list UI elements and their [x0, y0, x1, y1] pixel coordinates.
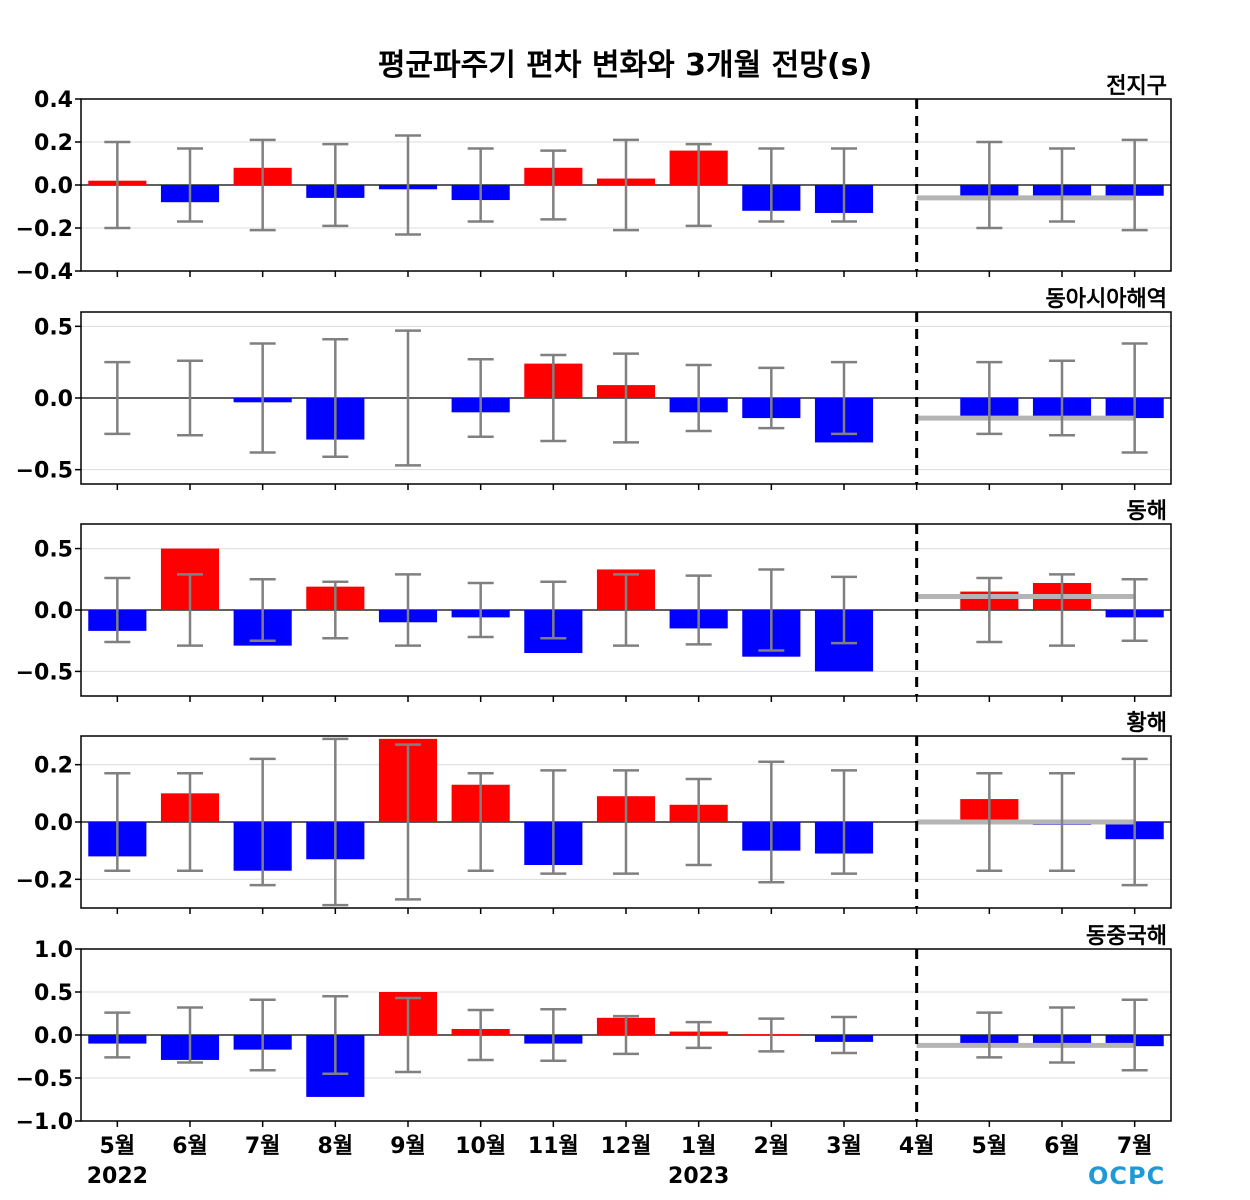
y-tick-label: 0.5 — [34, 981, 73, 1006]
y-tick-label: −0.2 — [16, 868, 73, 893]
panel-label: 동아시아해역 — [1046, 287, 1167, 312]
panel-label: 동해 — [1127, 499, 1167, 524]
y-tick-label: 0.5 — [34, 538, 73, 563]
x-tick-label: 6월 — [172, 1134, 208, 1159]
x-tick-label: 8월 — [318, 1134, 354, 1159]
y-tick-label: 0.2 — [34, 131, 73, 156]
x-tick-label: 10월 — [455, 1134, 506, 1159]
panel-frame — [80, 98, 1172, 272]
x-tick-label: 9월 — [390, 1134, 426, 1159]
y-tick-label: −0.4 — [16, 260, 73, 285]
y-tick-label: 0.0 — [34, 1024, 73, 1049]
panel-frame — [80, 311, 1172, 485]
y-tick-label: 0.0 — [34, 599, 73, 624]
y-tick-label: −0.5 — [16, 1067, 73, 1092]
x-tick-label: 7월 — [245, 1134, 281, 1159]
y-tick-label: −0.5 — [16, 459, 73, 484]
y-tick-label: −0.5 — [16, 660, 73, 685]
panel-frame — [80, 948, 1172, 1122]
x-tick-label: 2월 — [754, 1134, 790, 1159]
y-tick-label: −1.0 — [16, 1110, 73, 1135]
x-tick-label: 6월 — [1044, 1134, 1080, 1159]
y-tick-label: 0.4 — [34, 88, 73, 113]
y-tick-label: −0.2 — [16, 217, 73, 242]
y-tick-label: 1.0 — [34, 938, 73, 963]
chart-title: 평균파주기 편차 변화와 3개월 전망(s) — [377, 48, 873, 83]
x-tick-label: 4월 — [899, 1134, 935, 1159]
year-label: 2023 — [668, 1164, 729, 1189]
panel-frame — [80, 523, 1172, 697]
panel-label: 전지구 — [1106, 74, 1167, 99]
x-tick-label: 3월 — [826, 1134, 862, 1159]
y-tick-label: 0.0 — [34, 174, 73, 199]
panel-frame — [80, 735, 1172, 909]
x-tick-label: 7월 — [1117, 1134, 1153, 1159]
x-tick-label: 5월 — [100, 1134, 136, 1159]
x-tick-label: 11월 — [528, 1134, 579, 1159]
x-tick-label: 1월 — [681, 1134, 717, 1159]
y-tick-label: 0.0 — [34, 811, 73, 836]
y-tick-label: 0.2 — [34, 754, 73, 779]
ocpc-logo: OCPC — [1088, 1162, 1166, 1190]
x-tick-label: 5월 — [972, 1134, 1008, 1159]
y-tick-label: 0.5 — [34, 315, 73, 340]
x-tick-label: 12월 — [601, 1134, 652, 1159]
panel-label: 동중국해 — [1086, 924, 1167, 949]
panel-label: 황해 — [1127, 711, 1167, 736]
y-tick-label: 0.0 — [34, 387, 73, 412]
year-label: 2022 — [87, 1164, 148, 1189]
